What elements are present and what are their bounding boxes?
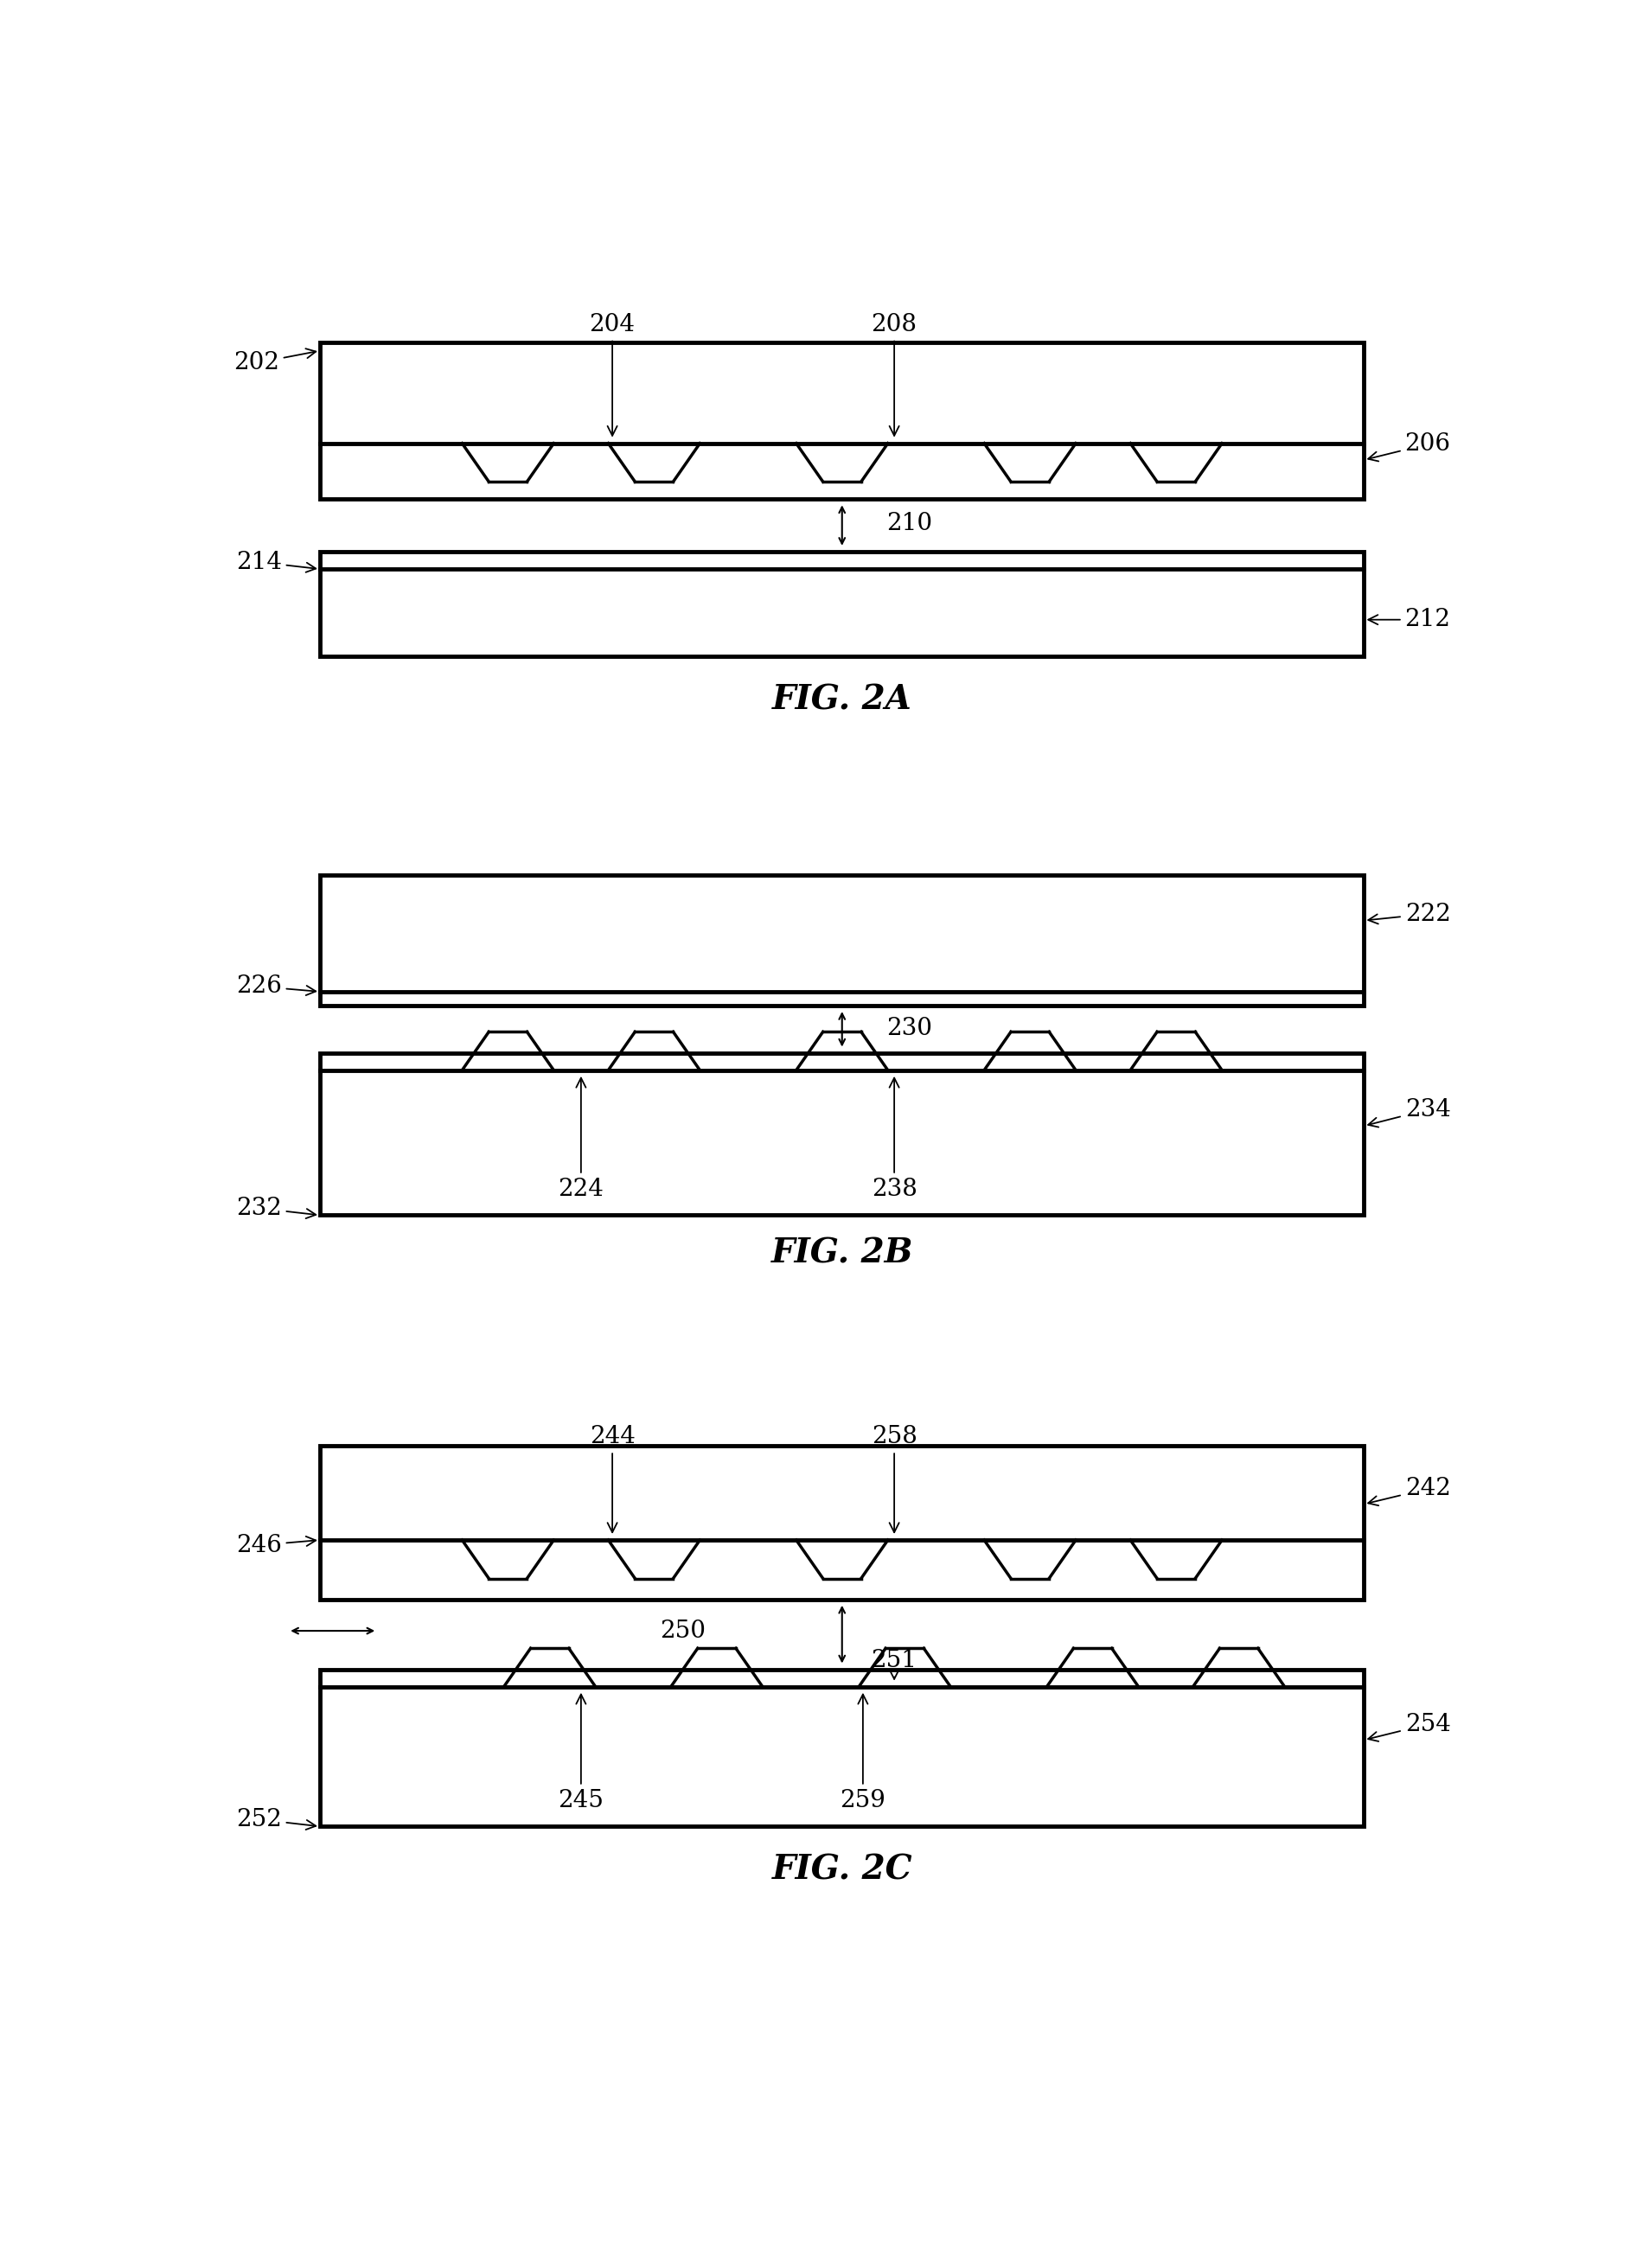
Text: 254: 254 [1369, 1712, 1451, 1742]
Bar [320, 1052, 1364, 1216]
Bar [320, 1445, 1364, 1599]
Text: 242: 242 [1369, 1476, 1451, 1506]
Text: FIG. 2B: FIG. 2B [771, 1236, 914, 1270]
Text: 234: 234 [1369, 1098, 1451, 1127]
Text: 245: 245 [559, 1694, 605, 1812]
Text: 259: 259 [840, 1694, 886, 1812]
Text: FIG. 2A: FIG. 2A [772, 683, 912, 717]
Text: 224: 224 [559, 1077, 605, 1200]
Text: FIG. 2C: FIG. 2C [772, 1853, 912, 1887]
Text: 244: 244 [590, 1424, 636, 1533]
Text: 208: 208 [871, 313, 917, 435]
Text: 210: 210 [887, 513, 933, 535]
Text: 222: 222 [1369, 903, 1451, 925]
Text: 202: 202 [233, 349, 315, 374]
Text: 230: 230 [887, 1016, 933, 1041]
Text: 212: 212 [1369, 608, 1451, 631]
Bar [320, 342, 1364, 499]
Text: 206: 206 [1369, 433, 1451, 460]
Text: 214: 214 [237, 551, 315, 574]
Text: 226: 226 [237, 975, 315, 998]
Bar [320, 1669, 1364, 1826]
Text: 258: 258 [871, 1424, 917, 1533]
Text: 246: 246 [237, 1533, 315, 1556]
Text: 250: 250 [660, 1619, 706, 1642]
Text: 238: 238 [871, 1077, 917, 1200]
Text: 251: 251 [871, 1649, 917, 1678]
Bar [320, 551, 1364, 655]
Text: 204: 204 [590, 313, 636, 435]
Bar [320, 875, 1364, 1005]
Text: 252: 252 [237, 1808, 315, 1830]
Text: 232: 232 [237, 1198, 315, 1220]
